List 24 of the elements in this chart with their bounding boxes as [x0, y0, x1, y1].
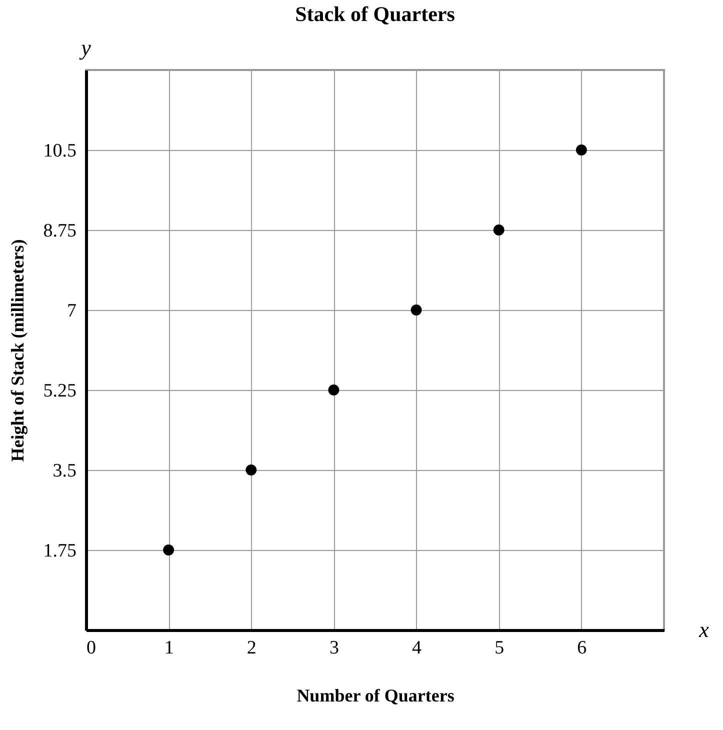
point — [163, 544, 174, 556]
point — [410, 304, 422, 316]
x-tick-label: 2 — [246, 638, 256, 658]
y-tick-label: 3.5 — [52, 460, 76, 482]
chart-title: Stack of Quarters — [295, 2, 455, 26]
point — [576, 144, 587, 156]
point — [246, 464, 257, 476]
x-tick-label: 3 — [329, 638, 339, 658]
y-tick-label: 10.5 — [43, 140, 76, 162]
point — [493, 224, 504, 236]
x-tick-label: 4 — [412, 638, 422, 658]
point — [328, 384, 340, 396]
y-tick-label: 8.75 — [43, 220, 76, 242]
text: y — [79, 35, 92, 60]
x-tick-label: 5 — [494, 638, 504, 658]
y-axis-title: Height of Stack (millimeters) — [7, 239, 28, 462]
x-tick-label: 6 — [577, 638, 587, 658]
x-axis-title: Number of Quarters — [296, 686, 454, 706]
x-tick-label: 0 — [86, 638, 96, 658]
y-tick-label: 5.25 — [43, 380, 76, 402]
text: x — [698, 617, 710, 642]
y-tick-label: 7 — [67, 300, 76, 322]
x-tick-label: 1 — [164, 638, 174, 658]
y-tick-label: 1.75 — [43, 540, 76, 562]
